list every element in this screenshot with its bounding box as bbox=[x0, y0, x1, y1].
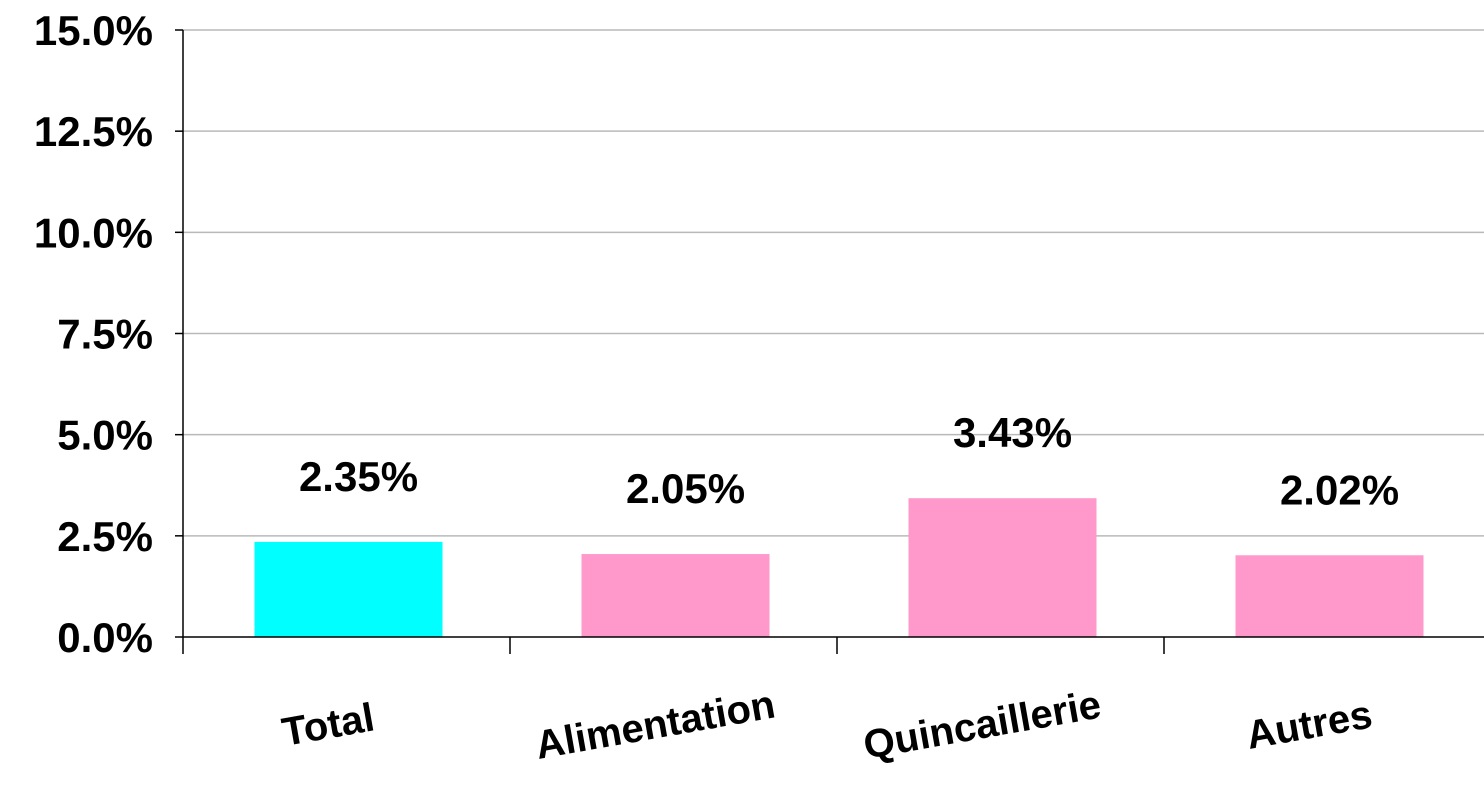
axes bbox=[175, 29, 1484, 654]
y-tick-label: 0.0% bbox=[57, 614, 153, 661]
data-label: 2.35% bbox=[299, 453, 418, 500]
data-label: 3.43% bbox=[953, 409, 1072, 456]
gridlines bbox=[183, 29, 1484, 537]
x-tick-label: Autres bbox=[1243, 693, 1375, 758]
y-tick-label: 5.0% bbox=[57, 412, 153, 459]
data-label: 2.02% bbox=[1280, 466, 1399, 513]
data-label: 2.05% bbox=[626, 465, 745, 512]
x-tick-label: Alimentation bbox=[532, 682, 778, 767]
bar bbox=[254, 541, 443, 637]
x-tick-label: Total bbox=[279, 695, 378, 754]
bar bbox=[1235, 555, 1424, 637]
labels: 0.0% 2.5% 5.0% 7.5% 10.0% 12.5% 15.0% 2.35% Tota… bbox=[34, 7, 1399, 768]
y-tick-label: 15.0% bbox=[34, 7, 153, 54]
bar bbox=[908, 498, 1097, 637]
y-tick-label: 12.5% bbox=[34, 108, 153, 155]
y-tick-label: 2.5% bbox=[57, 513, 153, 560]
x-tick-label: Quincaillerie bbox=[860, 683, 1104, 768]
y-tick-label: 10.0% bbox=[34, 209, 153, 256]
bars bbox=[254, 498, 1424, 637]
bar bbox=[581, 554, 770, 637]
y-tick-label: 7.5% bbox=[57, 311, 153, 358]
